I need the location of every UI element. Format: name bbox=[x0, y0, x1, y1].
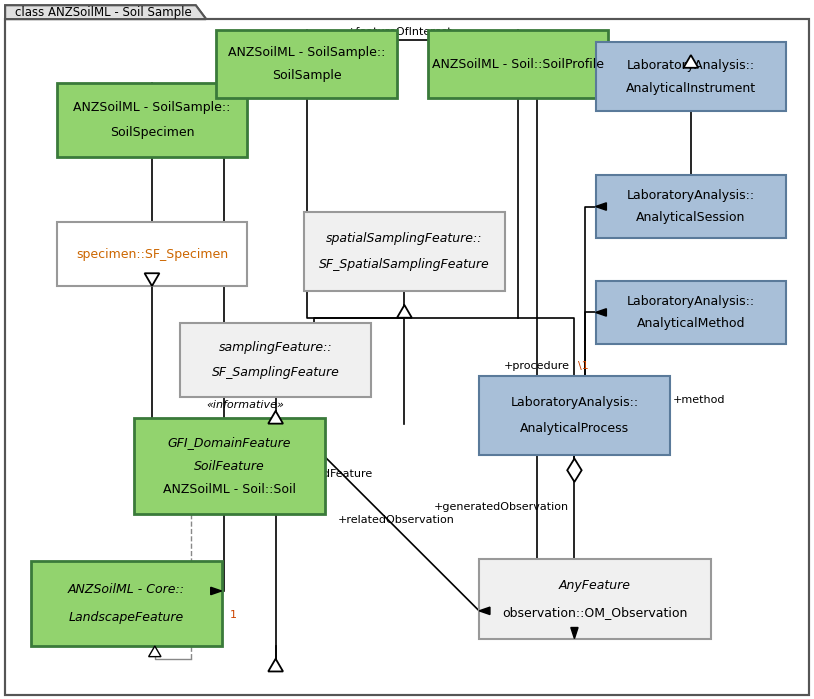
Text: \1: \1 bbox=[577, 361, 589, 370]
Text: +acquisition: +acquisition bbox=[673, 194, 743, 203]
Text: 1..*: 1..* bbox=[209, 480, 230, 489]
FancyBboxPatch shape bbox=[217, 29, 396, 99]
Text: samplingFeature::: samplingFeature:: bbox=[219, 341, 332, 354]
Text: ANZSoilML - Soil::SoilProfile: ANZSoilML - Soil::SoilProfile bbox=[431, 57, 604, 71]
FancyBboxPatch shape bbox=[134, 418, 325, 514]
Text: +instrument: +instrument bbox=[558, 48, 629, 57]
Text: 1: 1 bbox=[598, 219, 606, 229]
Text: LaboratoryAnalysis::: LaboratoryAnalysis:: bbox=[627, 296, 755, 308]
Text: SF_SpatialSamplingFeature: SF_SpatialSamplingFeature bbox=[319, 258, 490, 271]
Polygon shape bbox=[145, 273, 160, 286]
FancyBboxPatch shape bbox=[596, 281, 786, 344]
Text: LaboratoryAnalysis::: LaboratoryAnalysis:: bbox=[510, 396, 638, 409]
Polygon shape bbox=[571, 628, 578, 639]
FancyBboxPatch shape bbox=[5, 19, 809, 695]
Text: AnalyticalSession: AnalyticalSession bbox=[637, 210, 746, 224]
Text: 1: 1 bbox=[230, 610, 237, 620]
Text: ANZSoilML - SoilSample::: ANZSoilML - SoilSample:: bbox=[228, 46, 385, 59]
Text: +sampledFeature: +sampledFeature bbox=[274, 469, 373, 479]
Text: class ANZSoilML - Soil Sample: class ANZSoilML - Soil Sample bbox=[15, 6, 191, 19]
Text: +featureOfInterest: +featureOfInterest bbox=[347, 27, 453, 37]
Text: ANZSoilML - Soil::Soil: ANZSoilML - Soil::Soil bbox=[163, 483, 295, 496]
Text: ANZSoilML - SoilSample::: ANZSoilML - SoilSample:: bbox=[73, 101, 230, 114]
Text: SoilSpecimen: SoilSpecimen bbox=[110, 126, 195, 138]
Polygon shape bbox=[397, 305, 412, 318]
Text: 0..*: 0..* bbox=[484, 624, 504, 633]
Polygon shape bbox=[268, 411, 283, 424]
Text: AnyFeature: AnyFeature bbox=[559, 579, 631, 592]
Text: AnalyticalInstrument: AnalyticalInstrument bbox=[626, 82, 756, 95]
Text: observation::OM_Observation: observation::OM_Observation bbox=[502, 605, 688, 619]
Text: +procedure: +procedure bbox=[503, 361, 569, 370]
Text: SF_SamplingFeature: SF_SamplingFeature bbox=[212, 366, 339, 379]
FancyBboxPatch shape bbox=[31, 561, 221, 646]
Text: class ANZSoilML - Soil Sample: class ANZSoilML - Soil Sample bbox=[15, 6, 191, 19]
FancyBboxPatch shape bbox=[596, 43, 786, 111]
Text: +method: +method bbox=[673, 394, 725, 405]
FancyBboxPatch shape bbox=[479, 559, 711, 639]
FancyBboxPatch shape bbox=[57, 222, 247, 286]
FancyBboxPatch shape bbox=[57, 82, 247, 157]
Text: «informative»: «informative» bbox=[207, 400, 284, 410]
FancyBboxPatch shape bbox=[181, 323, 371, 397]
Text: SoilSample: SoilSample bbox=[272, 69, 341, 82]
Text: 0..*: 0..* bbox=[583, 624, 602, 633]
Text: specimen::SF_Specimen: specimen::SF_Specimen bbox=[76, 247, 228, 261]
FancyBboxPatch shape bbox=[427, 29, 608, 99]
Polygon shape bbox=[149, 646, 161, 656]
Text: AnalyticalMethod: AnalyticalMethod bbox=[637, 317, 745, 329]
Polygon shape bbox=[479, 607, 490, 614]
Text: LaboratoryAnalysis::: LaboratoryAnalysis:: bbox=[627, 59, 755, 72]
Text: +generatedObservation: +generatedObservation bbox=[434, 503, 569, 512]
Text: spatialSamplingFeature::: spatialSamplingFeature:: bbox=[326, 232, 483, 245]
Polygon shape bbox=[211, 587, 221, 595]
Polygon shape bbox=[684, 55, 698, 68]
Polygon shape bbox=[268, 658, 283, 672]
Text: AnalyticalProcess: AnalyticalProcess bbox=[520, 422, 629, 435]
Polygon shape bbox=[5, 6, 206, 19]
Text: +relatedObservation: +relatedObservation bbox=[339, 515, 455, 525]
Text: LaboratoryAnalysis::: LaboratoryAnalysis:: bbox=[627, 189, 755, 203]
FancyBboxPatch shape bbox=[479, 376, 670, 456]
Text: LandscapeFeature: LandscapeFeature bbox=[68, 612, 184, 624]
Polygon shape bbox=[567, 459, 582, 482]
Text: SoilFeature: SoilFeature bbox=[194, 459, 265, 473]
Text: GFI_DomainFeature: GFI_DomainFeature bbox=[168, 435, 291, 449]
Text: 1: 1 bbox=[598, 325, 606, 335]
Text: \1: \1 bbox=[694, 48, 705, 57]
FancyBboxPatch shape bbox=[304, 212, 505, 291]
Polygon shape bbox=[596, 203, 606, 210]
FancyBboxPatch shape bbox=[596, 175, 786, 238]
Polygon shape bbox=[5, 6, 206, 19]
Text: ANZSoilML - Core::: ANZSoilML - Core:: bbox=[68, 583, 185, 596]
Polygon shape bbox=[596, 309, 606, 316]
